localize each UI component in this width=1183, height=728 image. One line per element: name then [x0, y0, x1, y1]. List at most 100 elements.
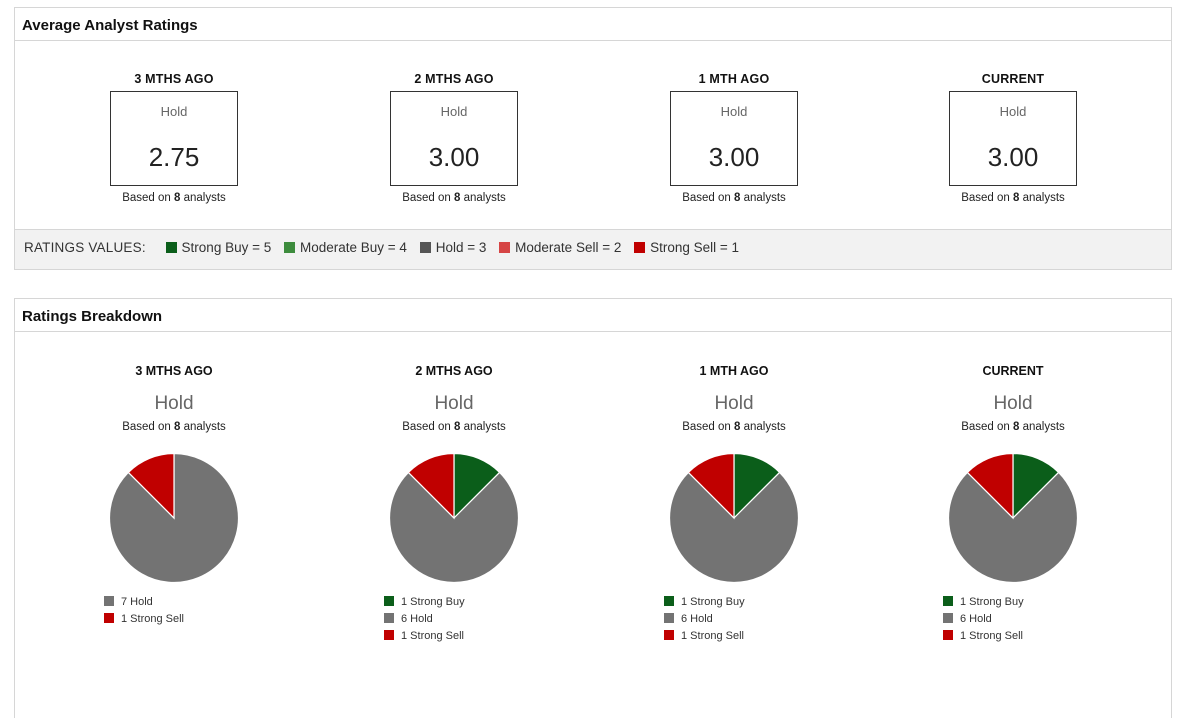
- rating-column-current: CURRENT Hold 3.00 Based on 8 analysts: [913, 72, 1113, 204]
- legend-swatch: [943, 613, 953, 623]
- pie-chart: [634, 443, 834, 593]
- legend-item: 1 Strong Buy: [384, 596, 554, 613]
- pie-slice-hold[interactable]: [947, 471, 1079, 584]
- column-title: 3 MTHS AGO: [134, 72, 214, 86]
- based-on-text: Based on 8 analysts: [682, 421, 786, 433]
- moderate-buy-swatch: [284, 242, 295, 253]
- legend-swatch: [943, 596, 953, 606]
- pie-legend: 7 Hold 1 Strong Sell: [104, 596, 274, 630]
- ratings-breakdown-panel: Ratings Breakdown 3 MTHS AGO Hold Based …: [14, 298, 1172, 718]
- rating-value-strong-buy: Strong Buy = 5: [165, 240, 271, 255]
- legend-item: 1 Strong Sell: [104, 613, 274, 630]
- breakdown-column-2-months: 2 MTHS AGO Hold Based on 8 analysts 1 St…: [354, 364, 554, 647]
- pie-svg: [947, 452, 1079, 584]
- rating-value: 2.75: [148, 142, 200, 172]
- based-on-text: Based on 8 analysts: [402, 421, 506, 433]
- pie-chart: [74, 443, 274, 593]
- legend-label: 1 Strong Sell: [401, 630, 464, 642]
- legend-label: 7 Hold: [121, 596, 153, 608]
- rating-value-strong-sell: Strong Sell = 1: [634, 240, 739, 255]
- legend-swatch: [384, 630, 394, 640]
- pie-legend: 1 Strong Buy 6 Hold 1 Strong Sell: [943, 596, 1113, 647]
- pie-slice-hold[interactable]: [668, 471, 800, 584]
- legend-swatch: [664, 613, 674, 623]
- breakdown-column-current: CURRENT Hold Based on 8 analysts 1 Stron…: [913, 364, 1113, 647]
- based-on-text: Based on 8 analysts: [402, 192, 506, 204]
- legend-label: 6 Hold: [681, 613, 713, 625]
- legend-swatch: [104, 613, 114, 623]
- legend-label: 1 Strong Buy: [681, 596, 745, 608]
- legend-item: 1 Strong Buy: [943, 596, 1113, 613]
- ratings-values-legend: RATINGS VALUES: Strong Buy = 5 Moderate …: [15, 229, 1171, 269]
- rating-label: Hold: [160, 104, 188, 119]
- legend-swatch: [943, 630, 953, 640]
- pie-slice-strong-sell[interactable]: [407, 452, 455, 520]
- pie-slice-hold[interactable]: [388, 471, 520, 584]
- legend-label: 1 Strong Buy: [960, 596, 1024, 608]
- pie-slice-strong-sell[interactable]: [687, 452, 735, 520]
- rating-box: Hold 2.75: [110, 91, 238, 186]
- legend-swatch: [384, 613, 394, 623]
- pie-legend: 1 Strong Buy 6 Hold 1 Strong Sell: [384, 596, 554, 647]
- consensus-rating: Hold: [993, 393, 1033, 414]
- legend-item: 1 Strong Sell: [943, 630, 1113, 647]
- legend-item: 6 Hold: [664, 613, 834, 630]
- pie-svg: [388, 452, 520, 584]
- legend-label: 1 Strong Sell: [960, 630, 1023, 642]
- column-title: CURRENT: [981, 72, 1045, 86]
- legend-swatch: [664, 630, 674, 640]
- rating-column-1-month: 1 MTH AGO Hold 3.00 Based on 8 analysts: [634, 72, 834, 204]
- strong-sell-swatch: [634, 242, 646, 253]
- pie-slice-strong-sell[interactable]: [127, 452, 175, 520]
- based-on-text: Based on 8 analysts: [682, 192, 786, 204]
- legend-label: 1 Strong Sell: [681, 630, 744, 642]
- rating-box: Hold 3.00: [670, 91, 798, 186]
- legend-item: 6 Hold: [384, 613, 554, 630]
- rating-value: 3.00: [708, 142, 760, 172]
- legend-label: 1 Strong Sell: [121, 613, 184, 625]
- rating-label: Hold: [720, 104, 748, 119]
- rating-value-moderate-buy: Moderate Buy = 4: [284, 240, 407, 255]
- column-title: 1 MTH AGO: [699, 364, 769, 378]
- rating-column-3-months: 3 MTHS AGO Hold 2.75 Based on 8 analysts: [74, 72, 274, 204]
- pie-svg: [108, 452, 240, 584]
- consensus-rating: Hold: [714, 393, 754, 414]
- column-title: 2 MTHS AGO: [414, 72, 494, 86]
- based-on-text: Based on 8 analysts: [122, 192, 226, 204]
- rating-label: Hold: [440, 104, 468, 119]
- panel-title: Average Analyst Ratings: [15, 8, 1171, 41]
- rating-box: Hold 3.00: [949, 91, 1077, 186]
- based-on-text: Based on 8 analysts: [961, 192, 1065, 204]
- average-ratings-panel: Average Analyst Ratings 3 MTHS AGO Hold …: [14, 7, 1172, 270]
- hold-swatch: [419, 242, 431, 253]
- breakdown-column-3-months: 3 MTHS AGO Hold Based on 8 analysts 7 Ho…: [74, 364, 274, 630]
- consensus-rating: Hold: [154, 393, 194, 414]
- based-on-text: Based on 8 analysts: [961, 421, 1065, 433]
- rating-column-2-months: 2 MTHS AGO Hold 3.00 Based on 8 analysts: [354, 72, 554, 204]
- legend-swatch: [664, 596, 674, 606]
- legend-item: 1 Strong Buy: [664, 596, 834, 613]
- legend-label: 1 Strong Buy: [401, 596, 465, 608]
- legend-label: 6 Hold: [960, 613, 992, 625]
- rating-label: Hold: [999, 104, 1027, 119]
- column-title: 1 MTH AGO: [698, 72, 770, 86]
- consensus-rating: Hold: [434, 393, 474, 414]
- legend-swatch: [384, 596, 394, 606]
- rating-value-hold: Hold = 3: [419, 240, 486, 255]
- based-on-text: Based on 8 analysts: [122, 421, 226, 433]
- rating-value: 3.00: [987, 142, 1039, 172]
- column-title: 2 MTHS AGO: [415, 364, 493, 378]
- ratings-values-title: RATINGS VALUES:: [24, 240, 146, 255]
- strong-buy-swatch: [165, 242, 177, 253]
- moderate-sell-swatch: [499, 242, 511, 253]
- rating-value-moderate-sell: Moderate Sell = 2: [499, 240, 621, 255]
- legend-item: 1 Strong Sell: [384, 630, 554, 647]
- column-title: 3 MTHS AGO: [135, 364, 213, 378]
- pie-slice-strong-sell[interactable]: [966, 452, 1014, 520]
- legend-item: 6 Hold: [943, 613, 1113, 630]
- column-title: CURRENT: [982, 364, 1044, 378]
- legend-item: 7 Hold: [104, 596, 274, 613]
- pie-legend: 1 Strong Buy 6 Hold 1 Strong Sell: [664, 596, 834, 647]
- pie-svg: [668, 452, 800, 584]
- rating-value: 3.00: [428, 142, 480, 172]
